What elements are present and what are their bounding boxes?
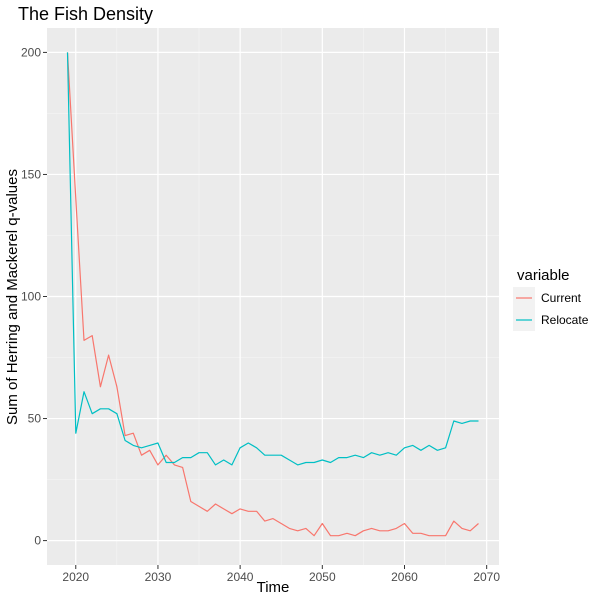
legend-title: variable bbox=[517, 267, 570, 284]
x-tick-label: 2020 bbox=[62, 570, 89, 584]
y-tick-label: 150 bbox=[21, 167, 41, 181]
x-tick-label: 2050 bbox=[309, 570, 336, 584]
x-axis: 2020 2030 2040 2050 2060 2070 bbox=[62, 565, 500, 584]
series-lines bbox=[66, 52, 479, 537]
y-tick-label: 100 bbox=[21, 290, 41, 304]
y-tick-label: 50 bbox=[28, 412, 42, 426]
legend: variable Current Relocate bbox=[513, 267, 589, 331]
legend-label-relocate: Relocate bbox=[541, 313, 589, 327]
series-line-relocate bbox=[66, 52, 479, 466]
y-axis: 0 50 100 150 200 bbox=[21, 45, 47, 548]
y-tick-label: 200 bbox=[21, 45, 41, 59]
chart-title: The Fish Density bbox=[18, 4, 153, 24]
x-tick-label: 2070 bbox=[473, 570, 500, 584]
y-tick-label: 0 bbox=[34, 534, 41, 548]
x-tick-label: 2040 bbox=[227, 570, 254, 584]
x-axis-title: Time bbox=[257, 579, 290, 596]
x-tick-label: 2060 bbox=[391, 570, 418, 584]
y-axis-title: Sum of Herring and Mackerel q-values bbox=[4, 169, 21, 425]
series-line-current bbox=[66, 52, 479, 537]
legend-label-current: Current bbox=[541, 291, 582, 305]
x-tick-label: 2030 bbox=[145, 570, 172, 584]
major-gridlines bbox=[47, 28, 499, 565]
